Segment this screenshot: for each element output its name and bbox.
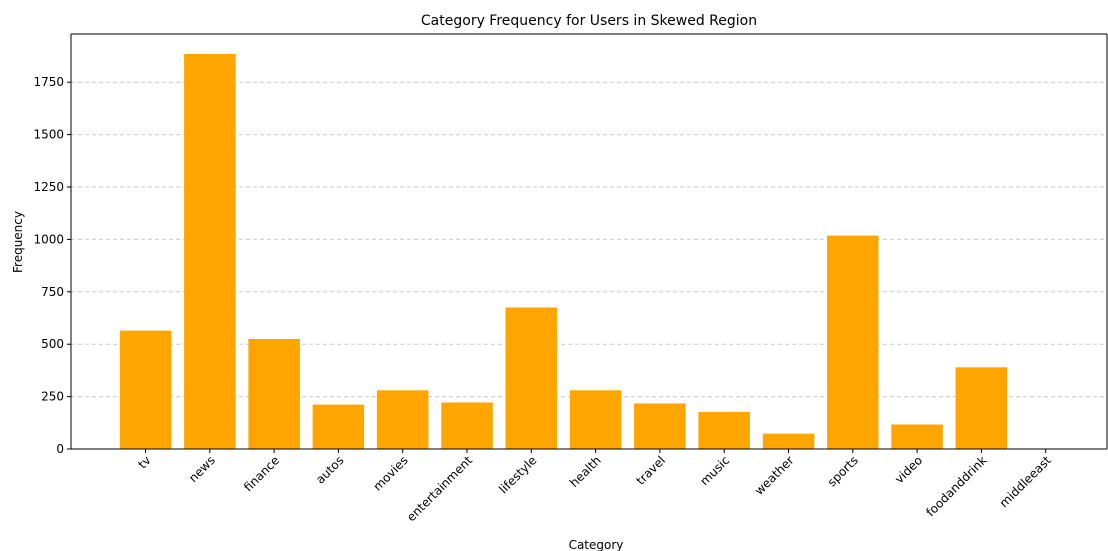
x-tick-label-middleeast: middleeast <box>997 453 1054 510</box>
bar-finance <box>248 339 300 449</box>
bar-news <box>184 53 236 450</box>
y-tick-label: 500 <box>41 337 64 351</box>
x-tick-label-video: video <box>892 453 925 486</box>
bar-music <box>698 411 750 449</box>
bar-travel <box>634 403 686 449</box>
x-tick-label-entertainment: entertainment <box>404 453 475 524</box>
y-tick-label: 1250 <box>33 180 64 194</box>
y-axis-title: Frequency <box>11 211 25 273</box>
x-tick-label-music: music <box>697 453 732 488</box>
bar-lifestyle <box>505 307 557 449</box>
grid-lines <box>71 81 1107 398</box>
x-tick-label-travel: travel <box>634 453 669 488</box>
y-tick-label: 0 <box>56 442 64 456</box>
x-tick-label-tv: tv <box>135 453 153 471</box>
bar-weather <box>762 433 815 449</box>
x-tick-label-news: news <box>186 453 218 485</box>
x-tick-label-foodanddrink: foodanddrink <box>923 453 989 519</box>
bar-foodanddrink <box>955 367 1008 449</box>
bar-health <box>569 390 622 449</box>
y-tick-label: 250 <box>41 390 64 404</box>
x-tick-label-sports: sports <box>825 453 861 489</box>
x-tick-label-lifestyle: lifestyle <box>496 453 539 496</box>
bar-autos <box>312 404 365 449</box>
y-tick-label: 1750 <box>33 75 64 89</box>
x-tick-label-finance: finance <box>241 453 282 494</box>
axes <box>70 33 1108 450</box>
bars <box>119 53 1072 450</box>
x-tick-label-movies: movies <box>370 453 410 493</box>
y-tick-label: 750 <box>41 285 64 299</box>
bar-tv <box>119 330 172 449</box>
bar-video <box>891 424 943 449</box>
bar-sports <box>827 235 879 449</box>
x-tick-label-health: health <box>567 453 604 490</box>
bar-movies <box>376 390 429 449</box>
x-tick-label-weather: weather <box>752 453 797 498</box>
y-tick-label: 1000 <box>33 232 64 246</box>
chart-title: Category Frequency for Users in Skewed R… <box>421 13 757 29</box>
x-axis-title: Category <box>569 538 624 551</box>
y-axis-ticks: 0 250 500 750 1000 1250 1500 1750 <box>33 75 71 456</box>
x-tick-label-autos: autos <box>313 453 346 486</box>
bar-entertainment <box>441 402 493 449</box>
y-tick-label: 1500 <box>33 128 64 142</box>
